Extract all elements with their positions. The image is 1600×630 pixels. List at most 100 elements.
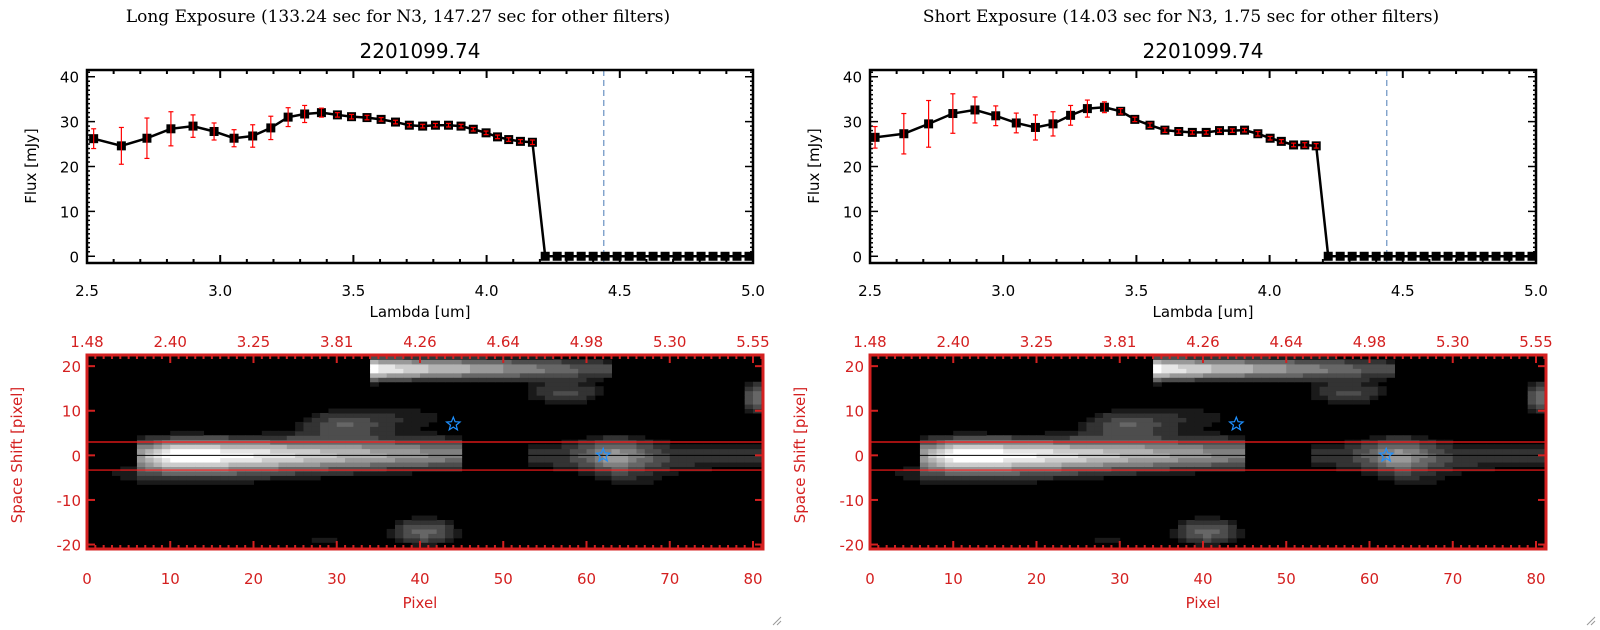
image-pixel (328, 426, 338, 432)
image-pixel (270, 457, 279, 463)
image-pixel (220, 470, 230, 476)
image-pixel (1211, 520, 1221, 525)
image-pixel (411, 408, 421, 414)
image-pixel (403, 408, 413, 414)
image-pixel (1044, 444, 1054, 450)
image-pixel (286, 462, 296, 467)
image-pixel (1311, 381, 1321, 387)
y-tick-label: 20 (843, 159, 862, 177)
image-pixel (220, 444, 230, 450)
x-axis-label: Lambda [um] (1153, 303, 1254, 321)
resize-handle-icon[interactable] (1584, 614, 1596, 626)
image-pixel (278, 462, 288, 467)
image-pixel (444, 355, 454, 360)
image-pixel (436, 537, 446, 543)
image-pixel (1153, 359, 1162, 365)
image-pixel (1144, 421, 1154, 427)
image-pixel (1486, 466, 1495, 472)
image-pixel (1402, 457, 1412, 463)
image-pixel (1294, 363, 1304, 369)
image-pixel (1203, 435, 1212, 441)
image-pixel (1419, 466, 1429, 472)
image-pixel (278, 448, 288, 454)
image-pixel (961, 444, 971, 450)
image-pixel (270, 462, 279, 467)
image-pixel (303, 448, 313, 454)
image-pixel (1211, 457, 1221, 463)
image-pixel (1103, 462, 1112, 467)
image-pixel (611, 435, 621, 441)
image-pixel (1219, 537, 1229, 543)
image-pixel (1427, 457, 1437, 463)
image-pixel (1011, 479, 1021, 485)
image-pixel (711, 457, 721, 463)
image-pixel (1527, 404, 1537, 410)
image-pixel (444, 444, 454, 450)
image-pixel (361, 466, 371, 472)
image-pixel (1461, 462, 1470, 467)
image-pixel (195, 470, 205, 476)
image-pixel (120, 466, 130, 472)
image-pixel (553, 448, 563, 454)
image-pixel (1286, 377, 1296, 383)
image-pixel (370, 368, 379, 374)
image-pixel (1444, 457, 1454, 463)
image-pixel (411, 377, 421, 383)
image-pixel (220, 475, 230, 481)
image-pixel (978, 435, 988, 441)
object-id: 2201099.74 (1143, 39, 1264, 63)
image-pixel (678, 462, 687, 467)
data-point (720, 251, 730, 261)
image-pixel (586, 390, 596, 396)
image-pixel (1386, 368, 1395, 374)
image-pixel (1086, 457, 1096, 463)
image-pixel (1178, 444, 1187, 450)
image-pixel (1327, 368, 1337, 374)
image-pixel (311, 426, 321, 432)
image-pixel (1302, 359, 1312, 365)
image-pixel (1061, 448, 1071, 454)
image-pixel (186, 475, 196, 481)
image-pixel (1019, 470, 1029, 476)
image-pixel (1061, 430, 1071, 436)
image-pixel (1377, 466, 1387, 472)
image-pixel (1069, 448, 1079, 454)
image-pixel (1203, 417, 1212, 423)
image-pixel (553, 359, 563, 365)
y-tick-label: 20 (62, 358, 81, 376)
image-pixel (1361, 466, 1371, 472)
image-pixel (320, 417, 329, 423)
image-pixel (1078, 421, 1087, 427)
image-pixel (561, 363, 571, 369)
image-pixel (220, 479, 230, 485)
image-pixel (1227, 363, 1237, 369)
image-pixel (703, 444, 712, 450)
image-pixel (1327, 386, 1337, 392)
image-pixel (245, 444, 255, 450)
image-pixel (544, 462, 554, 467)
image-pixel (1286, 363, 1296, 369)
image-pixel (370, 417, 379, 423)
image-pixel (1094, 444, 1104, 450)
image-pixel (753, 457, 762, 463)
image-pixel (486, 355, 496, 360)
image-pixel (953, 444, 963, 450)
image-pixel (295, 470, 304, 476)
image-pixel (519, 372, 529, 378)
image-pixel (728, 444, 737, 450)
image-pixel (1169, 457, 1179, 463)
data-point (684, 251, 694, 261)
image-pixel (694, 457, 704, 463)
image-pixel (453, 533, 463, 539)
image-pixel (211, 444, 221, 450)
image-pixel (1119, 412, 1129, 418)
image-pixel (1219, 368, 1229, 374)
image-pixel (228, 448, 238, 454)
image-pixel (395, 435, 404, 441)
image-pixel (1061, 462, 1071, 467)
x-tick-label: 2.5 (858, 282, 882, 300)
image-pixel (1186, 412, 1196, 418)
image-pixel (295, 430, 304, 436)
image-pixel (286, 466, 296, 472)
resize-handle-icon[interactable] (770, 614, 782, 626)
